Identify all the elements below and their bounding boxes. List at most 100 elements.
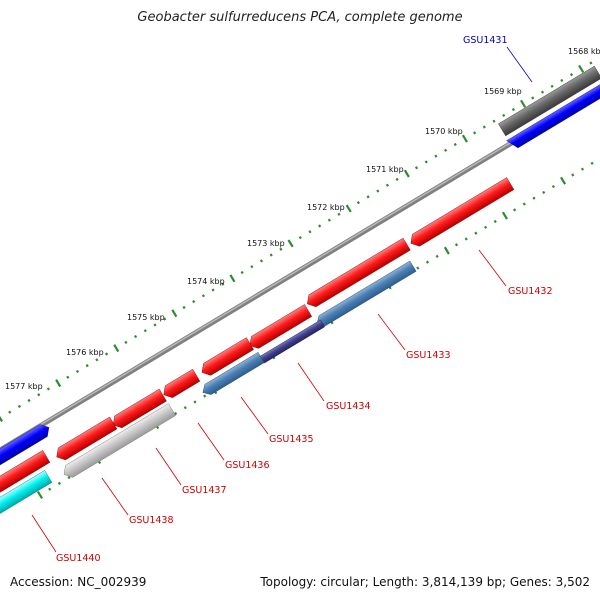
minor-tick: [153, 323, 157, 327]
major-tick: [55, 379, 62, 388]
minor-tick: [259, 259, 264, 263]
major-tick: [229, 274, 236, 283]
minor-tick: [193, 400, 197, 404]
major-tick: [403, 169, 410, 178]
minor-tick: [434, 154, 438, 158]
gene-label-GSU1432[interactable]: GSU1432: [508, 286, 553, 297]
gene-label-GSU1431[interactable]: GSU1431: [463, 35, 508, 46]
major-tick: [36, 491, 44, 499]
leader-GSU1431: [506, 46, 533, 83]
minor-tick: [435, 254, 439, 258]
leader-GSU1435: [240, 396, 269, 435]
gene-GSU1436-arrow[interactable]: [160, 368, 201, 401]
map-title: Geobacter sulfurreducens PCA, complete g…: [137, 10, 463, 25]
minor-tick: [356, 201, 360, 205]
gene-blue-reverse-arrow[interactable]: [506, 81, 600, 151]
scale-label-1577: 1577 kbp: [5, 382, 43, 391]
scale-label-1572: 1572 kbp: [307, 203, 345, 212]
outer-scale-ticks: [0, 61, 593, 422]
leader-GSU1436: [197, 422, 225, 461]
gene-GSU1431-arrow[interactable]: [498, 65, 600, 137]
major-tick: [171, 309, 178, 318]
minor-tick: [532, 196, 536, 200]
gene-GSU1432-arrow[interactable]: [407, 177, 515, 250]
gene-label-GSU1435[interactable]: GSU1435: [269, 434, 314, 445]
minor-tick: [318, 224, 322, 228]
minor-tick: [327, 218, 331, 222]
minor-tick: [75, 369, 80, 374]
scale-label-1574: 1574 kbp: [187, 277, 225, 286]
major-tick: [443, 246, 450, 255]
gene-forward-left-arrow[interactable]: [0, 421, 52, 473]
gene-GSU1433-red-arrow[interactable]: [304, 237, 411, 310]
minor-tick: [211, 288, 215, 292]
minor-tick: [464, 237, 468, 241]
minor-tick: [425, 260, 430, 264]
gene-GSU1437-red-arrow[interactable]: [110, 388, 167, 431]
minor-tick: [493, 219, 497, 224]
gene-GSU1435-red-arrow[interactable]: [198, 337, 254, 379]
minor-tick: [104, 352, 109, 356]
minor-tick: [134, 334, 138, 339]
minor-tick: [192, 300, 196, 304]
minor-tick: [183, 406, 187, 410]
minor-tick: [589, 61, 593, 65]
minor-tick: [337, 212, 341, 216]
major-tick: [0, 415, 4, 422]
minor-tick: [27, 398, 31, 403]
minor-tick: [385, 183, 390, 187]
major-tick: [461, 134, 468, 143]
minor-tick: [454, 243, 459, 247]
gene-GSU1438-red-arrow[interactable]: [53, 416, 118, 463]
gene-GSU1434-red-arrow[interactable]: [246, 304, 313, 351]
minor-tick: [17, 404, 21, 408]
minor-tick: [531, 96, 535, 100]
gene-GSU1435-arrow[interactable]: [200, 352, 265, 397]
gene-label-GSU1438[interactable]: GSU1438: [129, 515, 174, 526]
minor-tick: [48, 487, 52, 491]
minor-tick: [308, 230, 312, 234]
minor-tick: [298, 236, 302, 240]
leader-GSU1433: [377, 313, 406, 351]
leader-GSU1438: [101, 477, 129, 516]
minor-tick: [201, 294, 205, 298]
minor-tick: [550, 84, 554, 88]
scale-label-1576: 1576 kbp: [66, 348, 104, 357]
minor-tick: [66, 375, 70, 379]
gene-GSU1437-arrow[interactable]: [60, 403, 176, 481]
major-tick: [287, 239, 294, 248]
minor-tick: [473, 131, 477, 135]
scale-label-1570: 1570 kbp: [425, 127, 463, 136]
minor-tick: [540, 90, 545, 94]
gene-label-GSU1437[interactable]: GSU1437: [182, 485, 227, 496]
minor-tick: [590, 161, 594, 165]
gene-label-GSU1436[interactable]: GSU1436: [225, 460, 270, 471]
minor-tick: [376, 189, 380, 193]
minor-tick: [580, 167, 585, 171]
genome-summary: Topology: circular; Length: 3,814,139 bp…: [260, 575, 590, 589]
gene-label-GSU1433[interactable]: GSU1433: [406, 350, 451, 361]
gene-GSU1440-arrow[interactable]: [0, 470, 53, 524]
gene-GSU1438-arrow[interactable]: [0, 450, 51, 504]
minor-tick: [46, 387, 50, 391]
gene-label-GSU1440[interactable]: GSU1440: [56, 553, 101, 564]
genome-backbone-highlight: [0, 88, 600, 450]
gene-label-GSU1434[interactable]: GSU1434: [326, 401, 371, 412]
minor-tick: [453, 142, 457, 147]
minor-tick: [484, 225, 488, 229]
minor-tick: [57, 481, 61, 485]
major-tick: [345, 204, 352, 213]
minor-tick: [174, 411, 178, 416]
minor-tick: [474, 231, 478, 235]
major-tick: [560, 176, 567, 185]
leader-GSU1440: [31, 514, 57, 553]
minor-tick: [502, 113, 506, 117]
minor-tick: [163, 317, 167, 321]
reverse-strand-features: [0, 81, 600, 524]
scale-label-1569: 1569 kbp: [484, 87, 522, 96]
minor-tick: [279, 247, 283, 251]
minor-tick: [37, 393, 41, 397]
major-tick: [520, 99, 527, 108]
minor-tick: [551, 184, 555, 189]
minor-tick: [240, 270, 244, 275]
